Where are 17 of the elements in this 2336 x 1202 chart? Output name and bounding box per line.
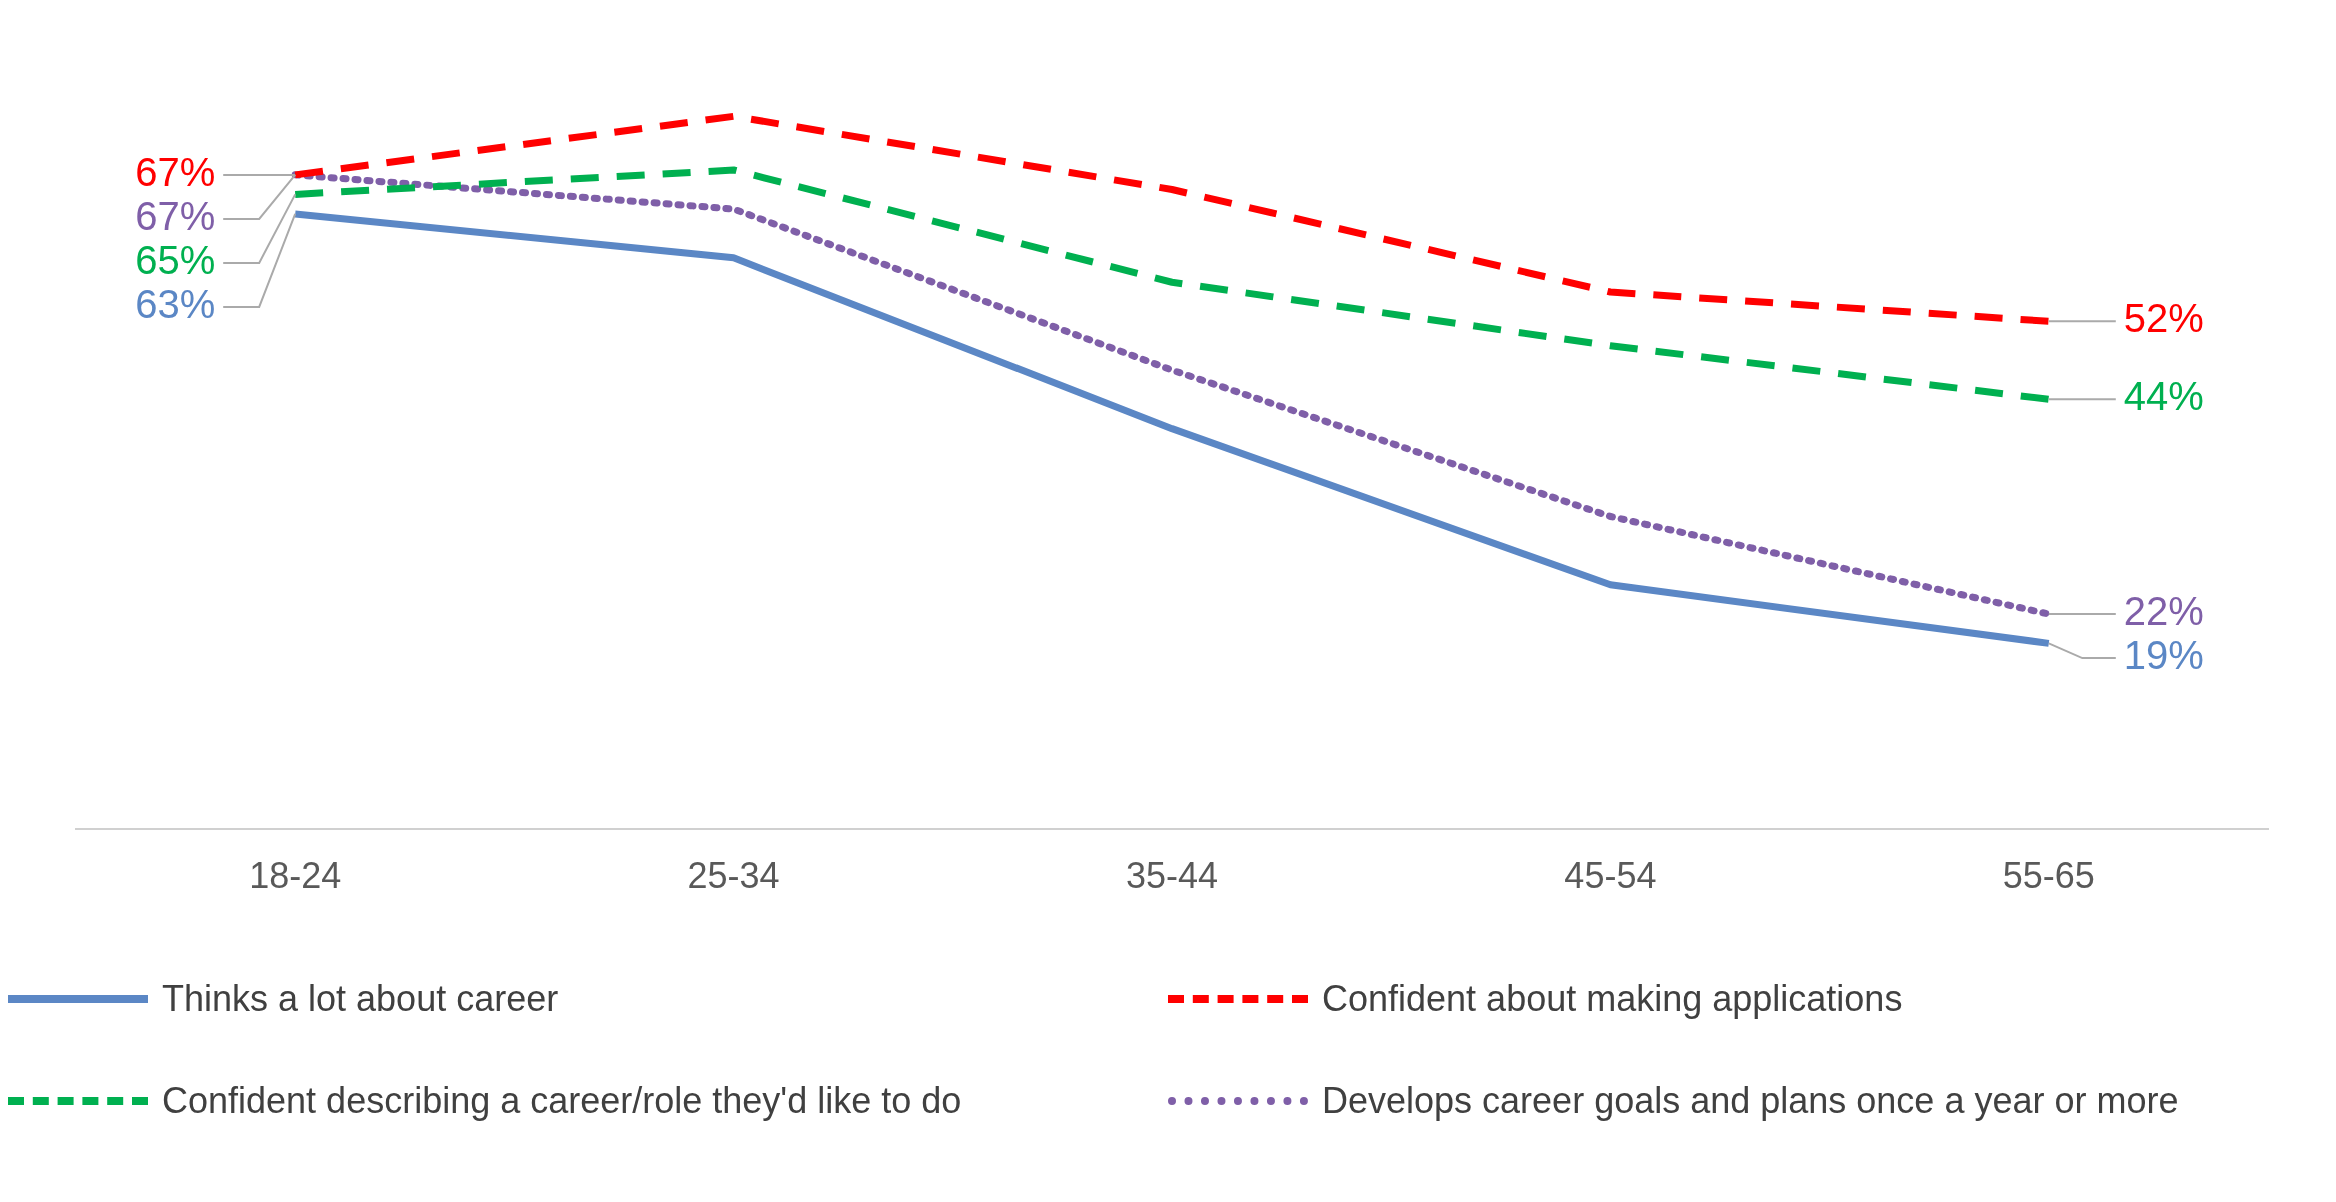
data-label: 63% <box>135 281 216 326</box>
x-tick-label: 18-24 <box>249 855 342 897</box>
legend-label: Confident describing a career/role they'd like to do <box>162 1080 962 1122</box>
x-tick-label: 55-65 <box>2002 855 2095 897</box>
data-label: 52% <box>2123 296 2204 341</box>
data-label: 65% <box>135 237 216 282</box>
data-label: 67% <box>135 193 216 238</box>
legend-label: Thinks a lot about career <box>162 978 559 1020</box>
data-label: 19% <box>2123 633 2204 678</box>
legend-label: Confident about making applications <box>1322 978 1903 1020</box>
data-label: 44% <box>2123 374 2204 419</box>
x-tick-label: 35-44 <box>1125 855 1219 897</box>
data-label: 67% <box>135 149 216 194</box>
x-tick-label: 25-34 <box>687 855 780 897</box>
data-label: 22% <box>2123 589 2204 634</box>
x-tick-label: 45-54 <box>1564 855 1657 897</box>
legend-label: Develops career goals and plans once a year or more <box>1322 1080 2179 1122</box>
